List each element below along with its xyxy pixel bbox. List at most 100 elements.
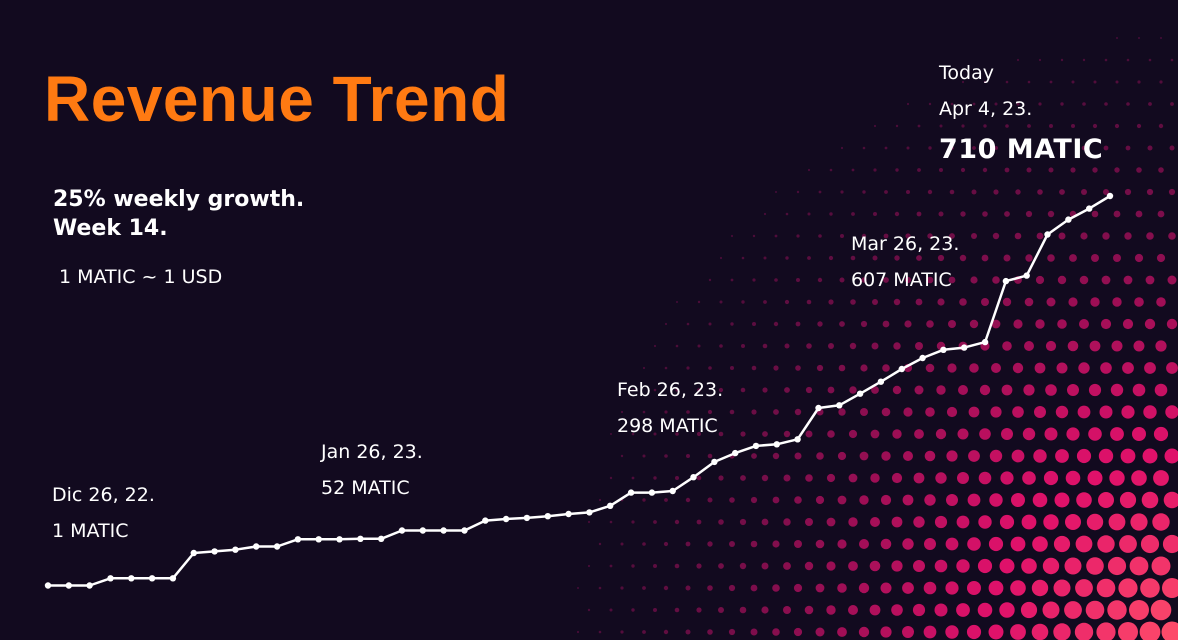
background-dot — [979, 384, 991, 396]
background-dot — [935, 472, 947, 484]
background-dot — [1104, 102, 1108, 106]
background-dot — [783, 430, 791, 438]
background-dot — [664, 498, 668, 502]
background-dot — [752, 322, 756, 326]
background-dot — [598, 630, 602, 634]
background-dot — [1048, 167, 1054, 173]
background-dot — [926, 276, 934, 284]
background-dot — [818, 190, 822, 194]
background-dot — [999, 558, 1015, 574]
background-dot — [1060, 58, 1064, 62]
background-dot — [1034, 406, 1046, 418]
data-point — [523, 514, 531, 522]
background-dot — [708, 322, 712, 326]
background-dot — [631, 476, 635, 480]
background-dot — [1153, 470, 1169, 486]
background-dot — [783, 562, 791, 570]
background-dot — [958, 385, 968, 395]
background-dot — [718, 607, 724, 613]
background-dot — [851, 168, 855, 172]
background-dot — [923, 581, 937, 595]
background-dot — [1085, 600, 1105, 620]
background-dot — [685, 497, 691, 503]
background-dot — [631, 520, 635, 524]
background-dot — [1027, 80, 1031, 84]
background-dot — [999, 602, 1015, 618]
background-dot — [750, 540, 758, 548]
milestone-mar: Mar 26, 23. 607 MATIC — [851, 232, 959, 292]
background-dot — [730, 278, 734, 282]
background-dot — [934, 559, 948, 573]
background-dot — [1053, 535, 1071, 553]
background-dot — [915, 342, 923, 350]
background-dot — [977, 602, 993, 618]
background-dot — [664, 366, 668, 370]
background-dot — [1154, 383, 1168, 397]
background-dot — [816, 452, 824, 460]
background-dot — [828, 255, 834, 261]
background-dot — [793, 627, 803, 637]
background-dot — [1070, 167, 1076, 173]
background-dot — [914, 385, 924, 395]
background-dot — [871, 386, 879, 394]
background-dot — [977, 558, 993, 574]
background-dot — [851, 212, 855, 216]
background-dot — [807, 212, 811, 216]
background-dot — [891, 516, 903, 528]
background-dot — [1003, 254, 1011, 262]
background-dot — [983, 124, 987, 128]
background-dot — [1064, 601, 1082, 619]
background-dot — [934, 603, 948, 617]
background-dot — [631, 388, 635, 392]
background-dot — [1130, 513, 1148, 531]
background-dot — [1077, 405, 1091, 419]
background-dot — [1116, 37, 1118, 39]
background-dot — [730, 234, 734, 238]
background-dot — [872, 255, 878, 261]
background-dot — [946, 494, 958, 506]
background-dot — [1013, 319, 1023, 329]
background-dot — [1098, 448, 1114, 464]
background-dot — [1148, 102, 1152, 106]
background-dot — [739, 606, 747, 614]
background-dot — [1055, 405, 1069, 419]
background-dot — [1166, 318, 1178, 330]
background-dot — [1025, 210, 1033, 218]
background-dot — [697, 344, 701, 348]
background-dot — [861, 277, 867, 283]
background-dot — [773, 321, 779, 327]
data-point — [815, 404, 822, 412]
background-dot — [707, 629, 713, 635]
background-dot — [994, 102, 998, 106]
background-dot — [924, 538, 936, 550]
background-dot — [642, 454, 646, 458]
background-dot — [697, 388, 701, 392]
background-dot — [881, 451, 891, 461]
background-dot — [794, 408, 802, 416]
background-dot — [906, 102, 910, 106]
background-dot — [686, 454, 690, 458]
milestone-value: 710 MATIC — [939, 134, 1104, 165]
background-dot — [1096, 578, 1116, 598]
background-dot — [1065, 514, 1081, 530]
background-dot — [1026, 167, 1032, 173]
background-dot — [1112, 297, 1122, 307]
background-dot — [837, 451, 847, 461]
background-dot — [1092, 123, 1098, 129]
background-dot — [740, 475, 746, 481]
background-dot — [884, 146, 888, 150]
background-dot — [664, 322, 668, 326]
data-point — [1106, 192, 1114, 200]
background-dot — [1142, 448, 1158, 464]
background-dot — [1015, 189, 1021, 195]
background-dot — [1125, 145, 1131, 151]
background-dot — [696, 475, 702, 481]
background-dot — [972, 146, 976, 150]
background-dot — [966, 624, 982, 640]
data-point — [419, 527, 426, 534]
background-dot — [969, 363, 979, 373]
background-dot — [1080, 232, 1088, 240]
background-dot — [971, 233, 977, 239]
background-dot — [949, 189, 955, 195]
